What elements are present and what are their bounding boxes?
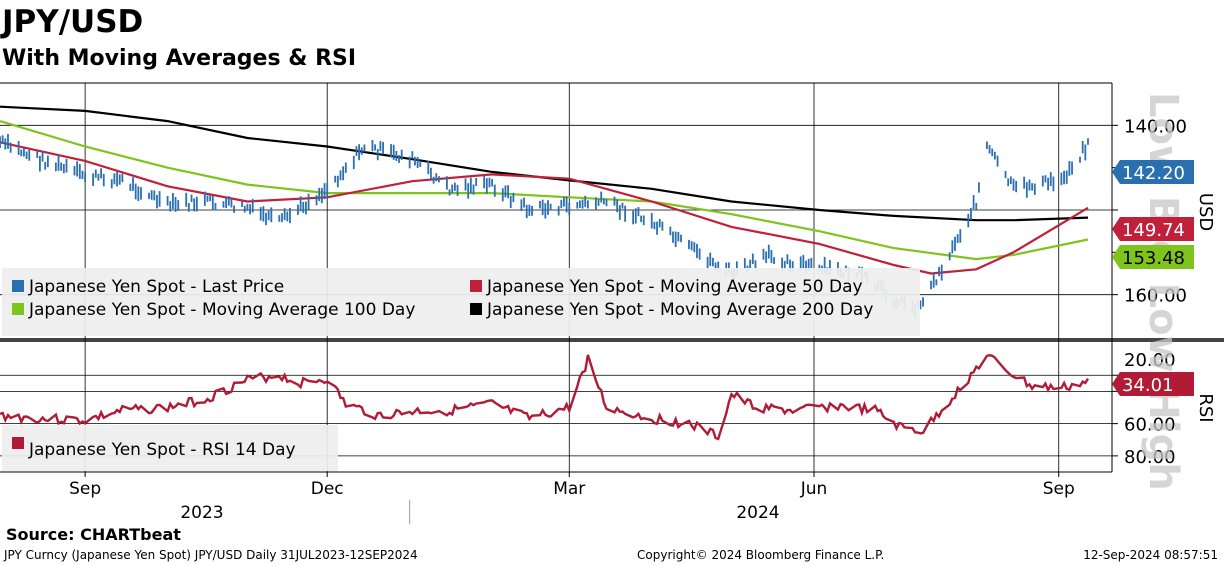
legend-label: Japanese Yen Spot - Moving Average 100 D…: [28, 300, 415, 320]
source-note: Source: CHARTbeat: [6, 525, 181, 544]
ma100-tag: 153.48: [1112, 245, 1194, 269]
series-line-ma200: [0, 105, 1089, 222]
footer-timestamp: 12-Sep-2024 08:57:51: [1083, 548, 1218, 562]
x-tick-label: Sep: [1043, 479, 1075, 499]
y-axis-label-rsi: RSI: [1195, 393, 1216, 422]
watermark-text: Low Bid Low High: [1140, 92, 1186, 491]
year-label-2023: 2023: [180, 503, 223, 523]
legend-swatch: [12, 437, 24, 449]
value-tag-text: 149.74: [1122, 220, 1185, 241]
rsi-legend: Japanese Yen Spot - RSI 14 Day: [2, 425, 338, 471]
value-tag-box: [1112, 245, 1194, 269]
legend-swatch: [470, 303, 482, 315]
x-tick-label: Mar: [553, 479, 585, 499]
legend-background: [2, 425, 338, 471]
chart-subtitle: With Moving Averages & RSI: [2, 46, 357, 71]
rsi-tag: 34.01: [1112, 372, 1194, 396]
x-tick-label: Jun: [800, 479, 828, 499]
footer-ticker: JPY Curncy (Japanese Yen Spot) JPY/USD D…: [4, 548, 418, 562]
series-line-rsi: [0, 353, 1090, 441]
x-tick-label: Dec: [311, 479, 344, 499]
rsi-tick-label: 80.00: [1124, 447, 1176, 468]
panel-divider: [0, 338, 1224, 342]
y-tick-label: 140.00: [1124, 116, 1187, 137]
x-tick-label: Sep: [69, 479, 101, 499]
legend-background: [2, 268, 920, 336]
legend-label: Japanese Yen Spot - Moving Average 50 Da…: [486, 277, 863, 297]
legend-swatch: [470, 280, 482, 292]
legend-swatch: [12, 280, 24, 292]
price-legend: Japanese Yen Spot - Last Price Japanese Y…: [2, 268, 920, 336]
series-line-ma100: [0, 120, 1089, 261]
value-tag-text: 34.01: [1122, 375, 1174, 396]
chart-title: JPY/USD: [2, 4, 144, 40]
series-line-ma50: [0, 141, 1089, 275]
value-tag-box: [1112, 217, 1194, 241]
year-label-2024: 2024: [736, 503, 779, 523]
legend-swatch: [12, 303, 24, 315]
value-tag-text: 142.20: [1122, 163, 1185, 184]
footer-copyright: Copyright© 2024 Bloomberg Finance L.P.: [637, 548, 885, 562]
value-tag-text: 153.48: [1122, 248, 1185, 269]
legend-label: Japanese Yen Spot - Last Price: [28, 277, 284, 297]
value-tag-box: [1112, 160, 1194, 184]
last-price-tag: 142.20: [1112, 160, 1194, 184]
rsi-tick-label: 60.00: [1124, 415, 1176, 436]
value-tag-box: [1112, 372, 1194, 396]
legend-label: Japanese Yen Spot - RSI 14 Day: [28, 440, 296, 460]
ma50-tag: 149.74: [1112, 217, 1194, 241]
legend-label: Japanese Yen Spot - Moving Average 200 D…: [486, 300, 873, 320]
y-axis-label-usd: USD: [1195, 193, 1216, 231]
y-tick-label: 160.00: [1124, 286, 1187, 307]
rsi-tick-label: 20.00: [1124, 350, 1176, 371]
